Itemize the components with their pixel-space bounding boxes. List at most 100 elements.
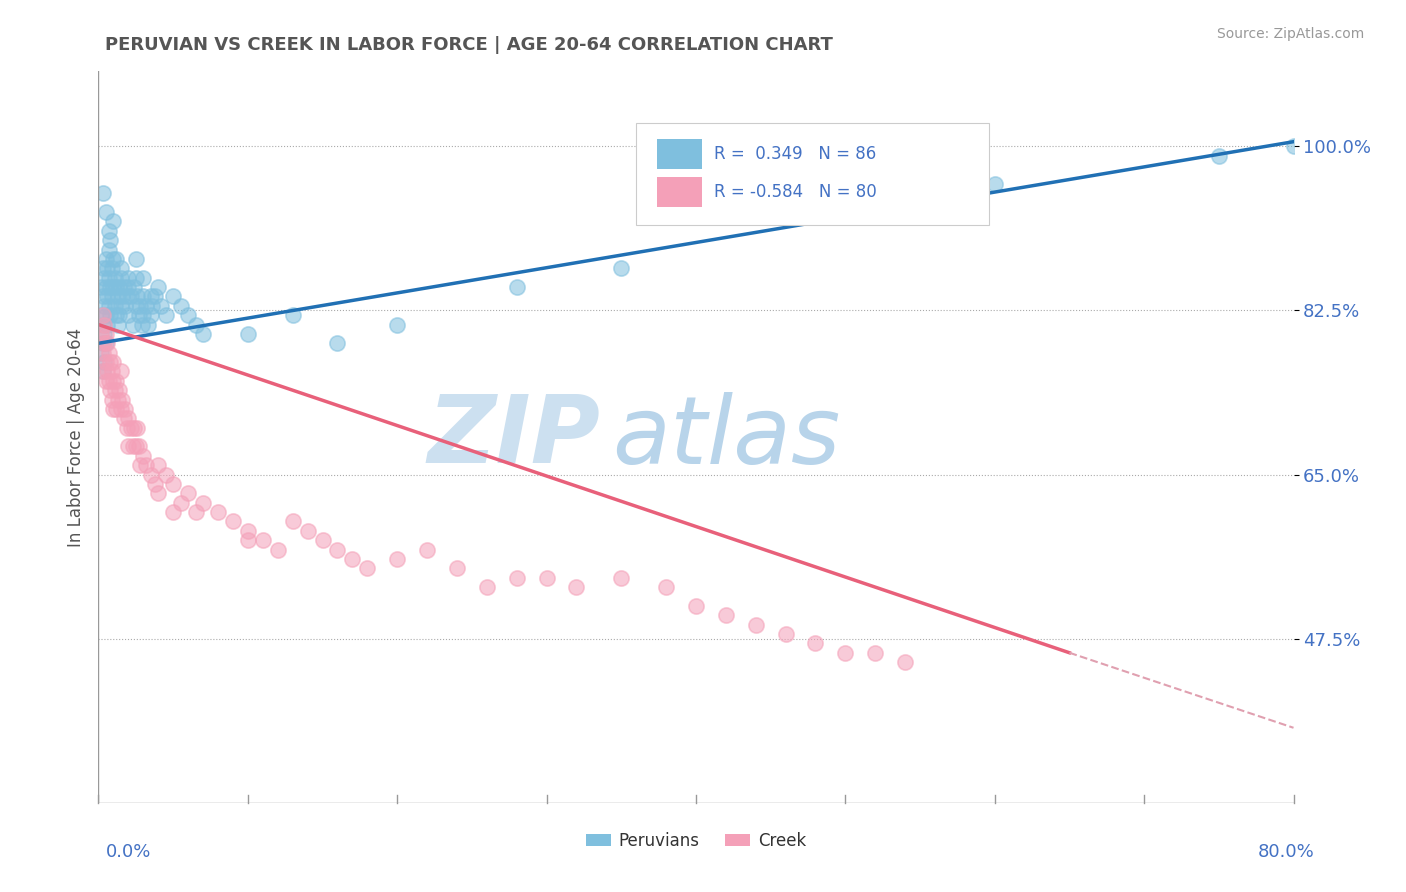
Point <box>117 308 139 322</box>
Point <box>125 270 148 285</box>
Point <box>96 336 118 351</box>
Point <box>103 214 125 228</box>
Point <box>685 599 707 613</box>
Point <box>191 326 214 341</box>
Point <box>91 186 114 201</box>
Point <box>342 552 364 566</box>
Point <box>129 458 152 473</box>
Point <box>97 224 120 238</box>
Point <box>110 401 132 416</box>
Point <box>191 496 214 510</box>
Point <box>506 280 529 294</box>
Point <box>91 261 114 276</box>
Point <box>98 383 122 397</box>
Point <box>112 280 135 294</box>
Y-axis label: In Labor Force | Age 20-64: In Labor Force | Age 20-64 <box>66 327 84 547</box>
Point <box>114 299 136 313</box>
Point <box>107 318 129 332</box>
Point <box>104 383 127 397</box>
Point <box>236 326 259 341</box>
Point <box>94 205 117 219</box>
Point <box>105 401 128 416</box>
Point <box>115 289 138 303</box>
Point <box>98 280 122 294</box>
Point <box>132 449 155 463</box>
Point <box>132 270 155 285</box>
Point <box>139 308 162 322</box>
Point <box>281 515 304 529</box>
Point <box>103 252 125 266</box>
Point <box>162 505 184 519</box>
Point <box>98 355 122 369</box>
Point <box>90 326 112 341</box>
Point <box>326 336 349 351</box>
Point <box>177 486 200 500</box>
Point <box>326 542 349 557</box>
Point <box>150 299 173 313</box>
Point <box>117 440 139 454</box>
FancyBboxPatch shape <box>637 122 988 225</box>
Text: PERUVIAN VS CREEK IN LABOR FORCE | AGE 20-64 CORRELATION CHART: PERUVIAN VS CREEK IN LABOR FORCE | AGE 2… <box>105 36 834 54</box>
Point <box>536 571 558 585</box>
Point <box>125 252 148 266</box>
Point <box>775 627 797 641</box>
Point <box>236 524 259 538</box>
Point <box>124 280 146 294</box>
Point <box>108 383 131 397</box>
Point <box>103 355 125 369</box>
Point <box>91 336 114 351</box>
Bar <box>657 138 702 169</box>
Point <box>169 299 191 313</box>
Point <box>267 542 290 557</box>
Point <box>105 252 128 266</box>
Point <box>96 289 118 303</box>
Point <box>91 345 114 359</box>
Point <box>110 299 132 313</box>
Point <box>141 299 163 313</box>
Point <box>94 308 117 322</box>
Point <box>610 571 633 585</box>
Point <box>128 440 150 454</box>
Point <box>804 636 827 650</box>
Point <box>96 318 118 332</box>
Point <box>104 299 127 313</box>
Point <box>117 411 139 425</box>
Point <box>655 580 678 594</box>
Point <box>90 280 112 294</box>
Point <box>124 420 146 434</box>
Point <box>135 458 157 473</box>
Point <box>125 440 148 454</box>
Point <box>139 467 162 482</box>
Point <box>96 261 118 276</box>
Point <box>984 177 1007 191</box>
Text: 80.0%: 80.0% <box>1258 843 1315 861</box>
Point <box>101 261 124 276</box>
Point <box>101 392 124 407</box>
Point <box>97 374 120 388</box>
Point <box>97 270 120 285</box>
Point <box>93 326 115 341</box>
Point <box>128 308 150 322</box>
Point <box>745 617 768 632</box>
Point <box>112 411 135 425</box>
Point <box>101 364 124 378</box>
Point <box>120 289 142 303</box>
Point <box>121 318 143 332</box>
Point <box>101 289 124 303</box>
Point <box>94 252 117 266</box>
Text: atlas: atlas <box>613 392 841 483</box>
Point <box>105 374 128 388</box>
Point <box>91 289 114 303</box>
Point <box>107 392 129 407</box>
Point <box>385 552 409 566</box>
Point <box>90 308 112 322</box>
Point <box>115 420 138 434</box>
Point <box>177 308 200 322</box>
Point <box>281 308 304 322</box>
Point <box>93 270 115 285</box>
Point <box>98 233 122 247</box>
Point <box>96 364 118 378</box>
Point <box>104 270 127 285</box>
Text: 0.0%: 0.0% <box>105 843 150 861</box>
Point <box>97 345 120 359</box>
